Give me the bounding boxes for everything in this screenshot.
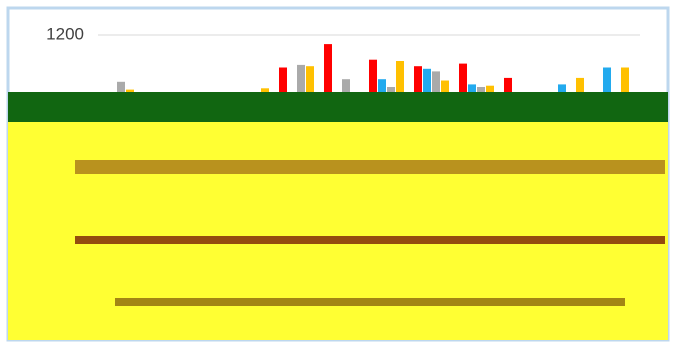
overlay-block bbox=[8, 122, 668, 340]
y-tick-label: 1200 bbox=[46, 24, 84, 43]
overlay-stripe bbox=[75, 160, 665, 174]
glitch-overlay bbox=[8, 92, 668, 340]
overlay-line bbox=[75, 236, 665, 244]
overlay-band bbox=[8, 92, 668, 122]
overlay-legend bbox=[115, 298, 625, 306]
